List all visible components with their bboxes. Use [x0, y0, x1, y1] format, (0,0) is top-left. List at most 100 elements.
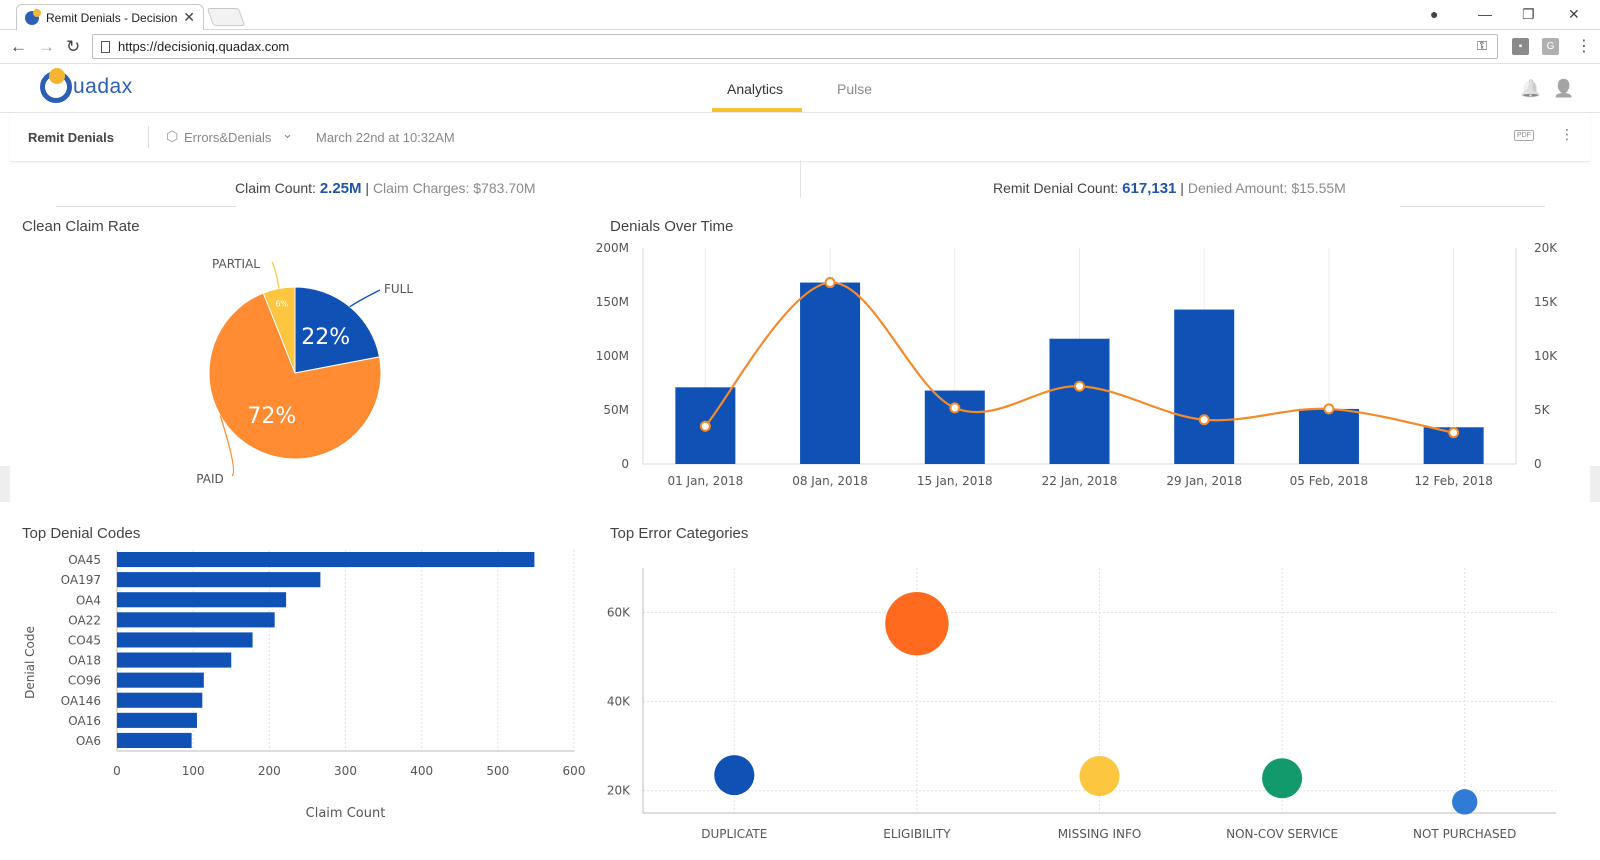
panel-title-top-error-categories: Top Error Categories	[610, 525, 749, 542]
x-axis-title: Claim Count	[306, 806, 386, 821]
denials-bar	[1174, 309, 1235, 464]
denial-code-bar	[117, 672, 204, 688]
notification-bell-icon[interactable]: 🔔	[1520, 79, 1542, 98]
quadax-logo[interactable]: uadax	[40, 68, 133, 103]
remit-denial-value: 617,131	[1122, 180, 1177, 197]
kpi-underline	[56, 206, 236, 207]
y-tick-label: OA4	[76, 593, 101, 607]
y-right-tick-label: 10K	[1534, 349, 1558, 363]
denials-over-time-chart: 0 50M 100M 150M 200M 0 5K 10K 15K 20K 01 Jan, 2018…	[596, 241, 1558, 488]
url-input[interactable]: https://decisioniq.quadax.com ⚿	[92, 34, 1498, 59]
x-tick-label: 600	[563, 764, 586, 778]
denied-amount: Denied Amount: $15.55M	[1187, 180, 1346, 196]
pie-connector-line	[219, 415, 235, 477]
y-tick-label: OA45	[68, 553, 101, 567]
cube-icon: ⬡	[166, 128, 179, 144]
denial-code-bar	[117, 552, 535, 568]
denials-bar	[924, 390, 985, 464]
tab-title: Remit Denials - Decision	[46, 10, 178, 25]
x-tick-label: 08 Jan, 2018	[792, 474, 868, 488]
x-tick-label: 0	[113, 764, 121, 778]
pie-category-label: FULL	[384, 282, 413, 296]
error-category-bubble	[714, 755, 755, 796]
page-info-icon[interactable]	[101, 40, 110, 53]
pie-slice-paid	[208, 292, 382, 460]
error-category-bubble	[1452, 789, 1478, 815]
browser-menu-icon[interactable]: ⋮	[1576, 38, 1592, 55]
denial-code-bar	[117, 592, 287, 608]
y-tick-label: OA16	[68, 714, 101, 728]
pie-slice-partial	[262, 286, 296, 374]
window-close-icon[interactable]: ✕	[1568, 6, 1580, 22]
tab-pulse[interactable]: Pulse	[837, 81, 873, 97]
x-tick-label: 500	[486, 764, 509, 778]
y-right-tick-label: 0	[1534, 457, 1542, 471]
tab-analytics[interactable]: Analytics	[727, 81, 784, 97]
account-icon[interactable]: ●	[1430, 6, 1439, 22]
tab-close-icon[interactable]: ✕	[183, 9, 195, 25]
y-tick-label: OA146	[61, 694, 101, 708]
logo-mark-icon	[40, 68, 72, 103]
kpi-separator: |	[1180, 180, 1184, 196]
user-icon[interactable]: 👤	[1553, 79, 1575, 98]
minimize-icon[interactable]: —	[1478, 6, 1492, 22]
page-title: Remit Denials	[28, 130, 114, 145]
address-bar: ← → ↻ https://decisioniq.quadax.com ⚿ ▪ …	[0, 30, 1600, 64]
trend-point	[1198, 414, 1210, 426]
back-icon[interactable]: ←	[10, 37, 27, 56]
denial-code-bar	[117, 612, 275, 628]
kpi-claims: Claim Count: 2.25M | Claim Charges: $783…	[235, 180, 536, 197]
denial-code-bar	[117, 572, 321, 588]
new-tab-button[interactable]	[206, 8, 246, 26]
y-left-tick-label: 100M	[596, 349, 629, 363]
pdf-export-icon[interactable]: PDF	[1514, 130, 1534, 141]
pie-connector-line	[271, 261, 280, 289]
error-category-bubble	[1262, 758, 1303, 799]
restore-icon[interactable]: ❐	[1522, 6, 1535, 22]
x-tick-label: MISSING INFO	[1058, 827, 1142, 841]
right-edge-handle[interactable]	[1590, 466, 1600, 502]
extension-icon[interactable]: ▪	[1512, 38, 1529, 55]
active-tab-indicator	[712, 108, 802, 112]
kpi-underline	[1400, 206, 1545, 207]
x-tick-label: 400	[410, 764, 433, 778]
panel-title-top-denial-codes: Top Denial Codes	[22, 525, 141, 542]
chevron-down-icon[interactable]: ⌄	[282, 126, 293, 141]
x-tick-label: 05 Feb, 2018	[1290, 474, 1369, 488]
y-axis-title: Denial Code	[23, 626, 37, 699]
denials-bar	[1049, 338, 1110, 464]
y-tick-label: 40K	[607, 695, 631, 709]
kpi-divider	[800, 160, 801, 198]
trend-point	[1323, 403, 1335, 415]
extension-g-icon[interactable]: G	[1542, 38, 1559, 55]
x-tick-label: 100	[182, 764, 205, 778]
reload-icon[interactable]: ↻	[66, 37, 81, 56]
more-options-icon[interactable]: ⋮	[1560, 126, 1574, 142]
y-right-tick-label: 15K	[1534, 295, 1558, 309]
x-tick-label: NON-COV SERVICE	[1226, 827, 1338, 841]
left-edge-handle[interactable]	[0, 466, 10, 502]
denials-bar	[800, 282, 861, 464]
x-tick-label: 200	[258, 764, 281, 778]
trend-point	[1448, 427, 1460, 439]
top-error-categories-chart: 20K 40K 60K DUPLICATE ELIGIBILITY MISSING INF…	[607, 568, 1556, 841]
forward-icon[interactable]: →	[38, 37, 55, 56]
kpi-denials: Remit Denial Count: 617,131 | Denied Amo…	[993, 180, 1346, 197]
y-right-tick-label: 5K	[1534, 403, 1551, 417]
denial-code-bar	[117, 652, 232, 668]
dataset-dropdown[interactable]: Errors&Denials	[184, 130, 272, 145]
key-icon[interactable]: ⚿	[1477, 38, 1487, 53]
trend-point	[699, 420, 711, 432]
browser-tab[interactable]: Remit Denials - Decision ✕	[16, 4, 204, 30]
kpi-separator: |	[365, 180, 370, 196]
x-tick-label: DUPLICATE	[701, 827, 767, 841]
browser-tabstrip: Remit Denials - Decision ✕ ● — ❐ ✕	[0, 0, 1600, 30]
x-tick-label: ELIGIBILITY	[883, 827, 951, 841]
denial-code-bar	[117, 692, 203, 708]
y-left-tick-label: 150M	[596, 295, 629, 309]
denial-code-bar	[117, 732, 192, 748]
x-tick-label: 29 Jan, 2018	[1166, 474, 1242, 488]
pie-value-label: 22%	[301, 325, 350, 350]
x-tick-label: NOT PURCHASED	[1413, 827, 1516, 841]
divider	[148, 126, 149, 148]
